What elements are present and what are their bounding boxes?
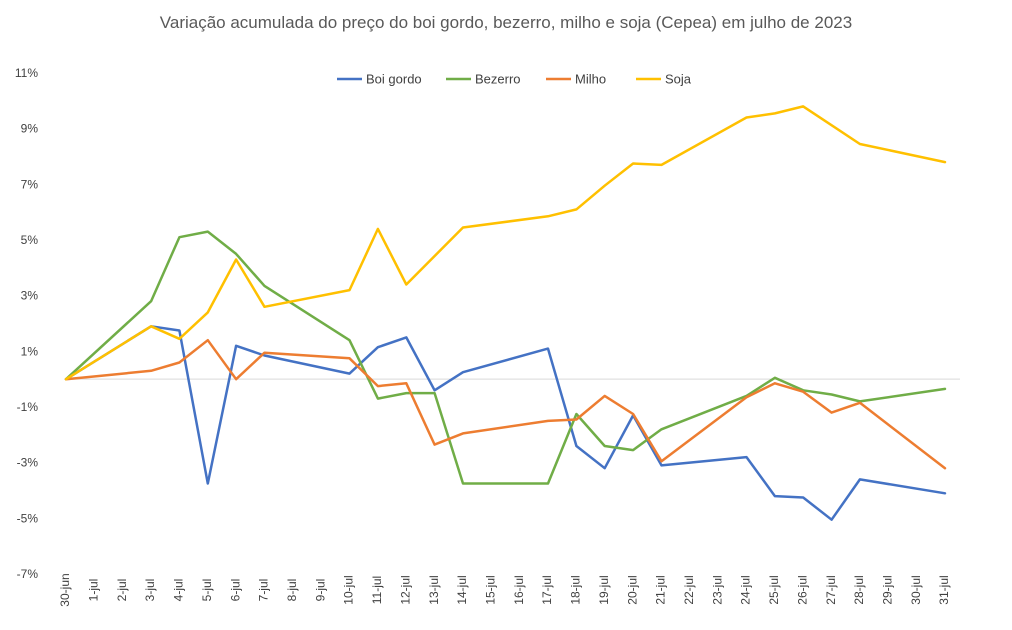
y-tick-label: -3% [17,456,39,470]
x-tick-label: 31-jul [937,575,951,604]
y-tick-label: -7% [17,567,39,581]
x-tick-label: 1-jul [87,579,101,602]
x-tick-label: 16-jul [512,575,526,604]
legend: Boi gordo Bezerro Milho Soja [337,72,692,87]
y-tick-label: -1% [17,400,39,414]
y-axis: -7% -5% -3% -1% 1% 3% 5% 7% 9% 11% [15,66,38,581]
x-tick-label: 6-jul [228,579,242,602]
x-tick-label: 8-jul [285,579,299,602]
x-tick-label: 23-jul [710,575,724,604]
x-tick-label: 29-jul [880,575,894,604]
x-tick-label: 25-jul [767,575,781,604]
x-axis: 30-jun 1-jul 2-jul 3-jul 4-jul 5-jul 6-jul 7-ju… [58,573,951,606]
x-tick-label: 24-jul [739,575,753,604]
series-line-4 [64,105,947,381]
x-tick-label: 27-jul [824,575,838,604]
x-tick-label: 14-jul [455,575,469,604]
x-tick-label: 21-jul [654,575,668,604]
x-tick-label: 20-jul [625,575,639,604]
series-line-1 [64,325,947,521]
x-tick-label: 30-jul [909,575,923,604]
x-tick-label: 28-jul [852,575,866,604]
x-tick-label: 26-jul [795,575,809,604]
x-tick-label: 10-jul [342,575,356,604]
y-tick-label: 9% [21,122,39,136]
x-tick-label: 2-jul [115,579,129,602]
x-tick-label: 13-jul [427,575,441,604]
x-tick-label: 15-jul [483,575,497,604]
x-tick-label: 4-jul [172,579,186,602]
y-tick-label: -5% [17,511,39,525]
legend-label: Boi gordo [366,72,422,87]
x-tick-label: 3-jul [143,579,157,602]
x-tick-label: 22-jul [682,575,696,604]
x-tick-label: 30-jun [58,573,72,606]
x-tick-label: 11-jul [370,576,384,604]
y-tick-label: 3% [21,289,39,303]
x-tick-label: 12-jul [398,575,412,604]
x-tick-label: 18-jul [569,575,583,604]
x-tick-label: 17-jul [540,575,554,604]
series-line-3 [64,338,947,470]
y-tick-label: 1% [21,344,39,358]
series-line-2 [64,230,947,485]
y-tick-label: 5% [21,233,39,247]
x-tick-label: 19-jul [597,575,611,604]
y-tick-label: 11% [15,66,38,80]
series-layer [64,105,947,521]
legend-label: Milho [575,72,606,87]
legend-label: Soja [665,72,692,87]
x-tick-label: 9-jul [313,579,327,602]
y-tick-label: 7% [21,177,39,191]
x-tick-label: 5-jul [200,579,214,602]
x-tick-label: 7-jul [257,579,271,602]
legend-label: Bezerro [475,72,521,87]
chart-title: Variação acumulada do preço do boi gordo… [160,13,852,32]
